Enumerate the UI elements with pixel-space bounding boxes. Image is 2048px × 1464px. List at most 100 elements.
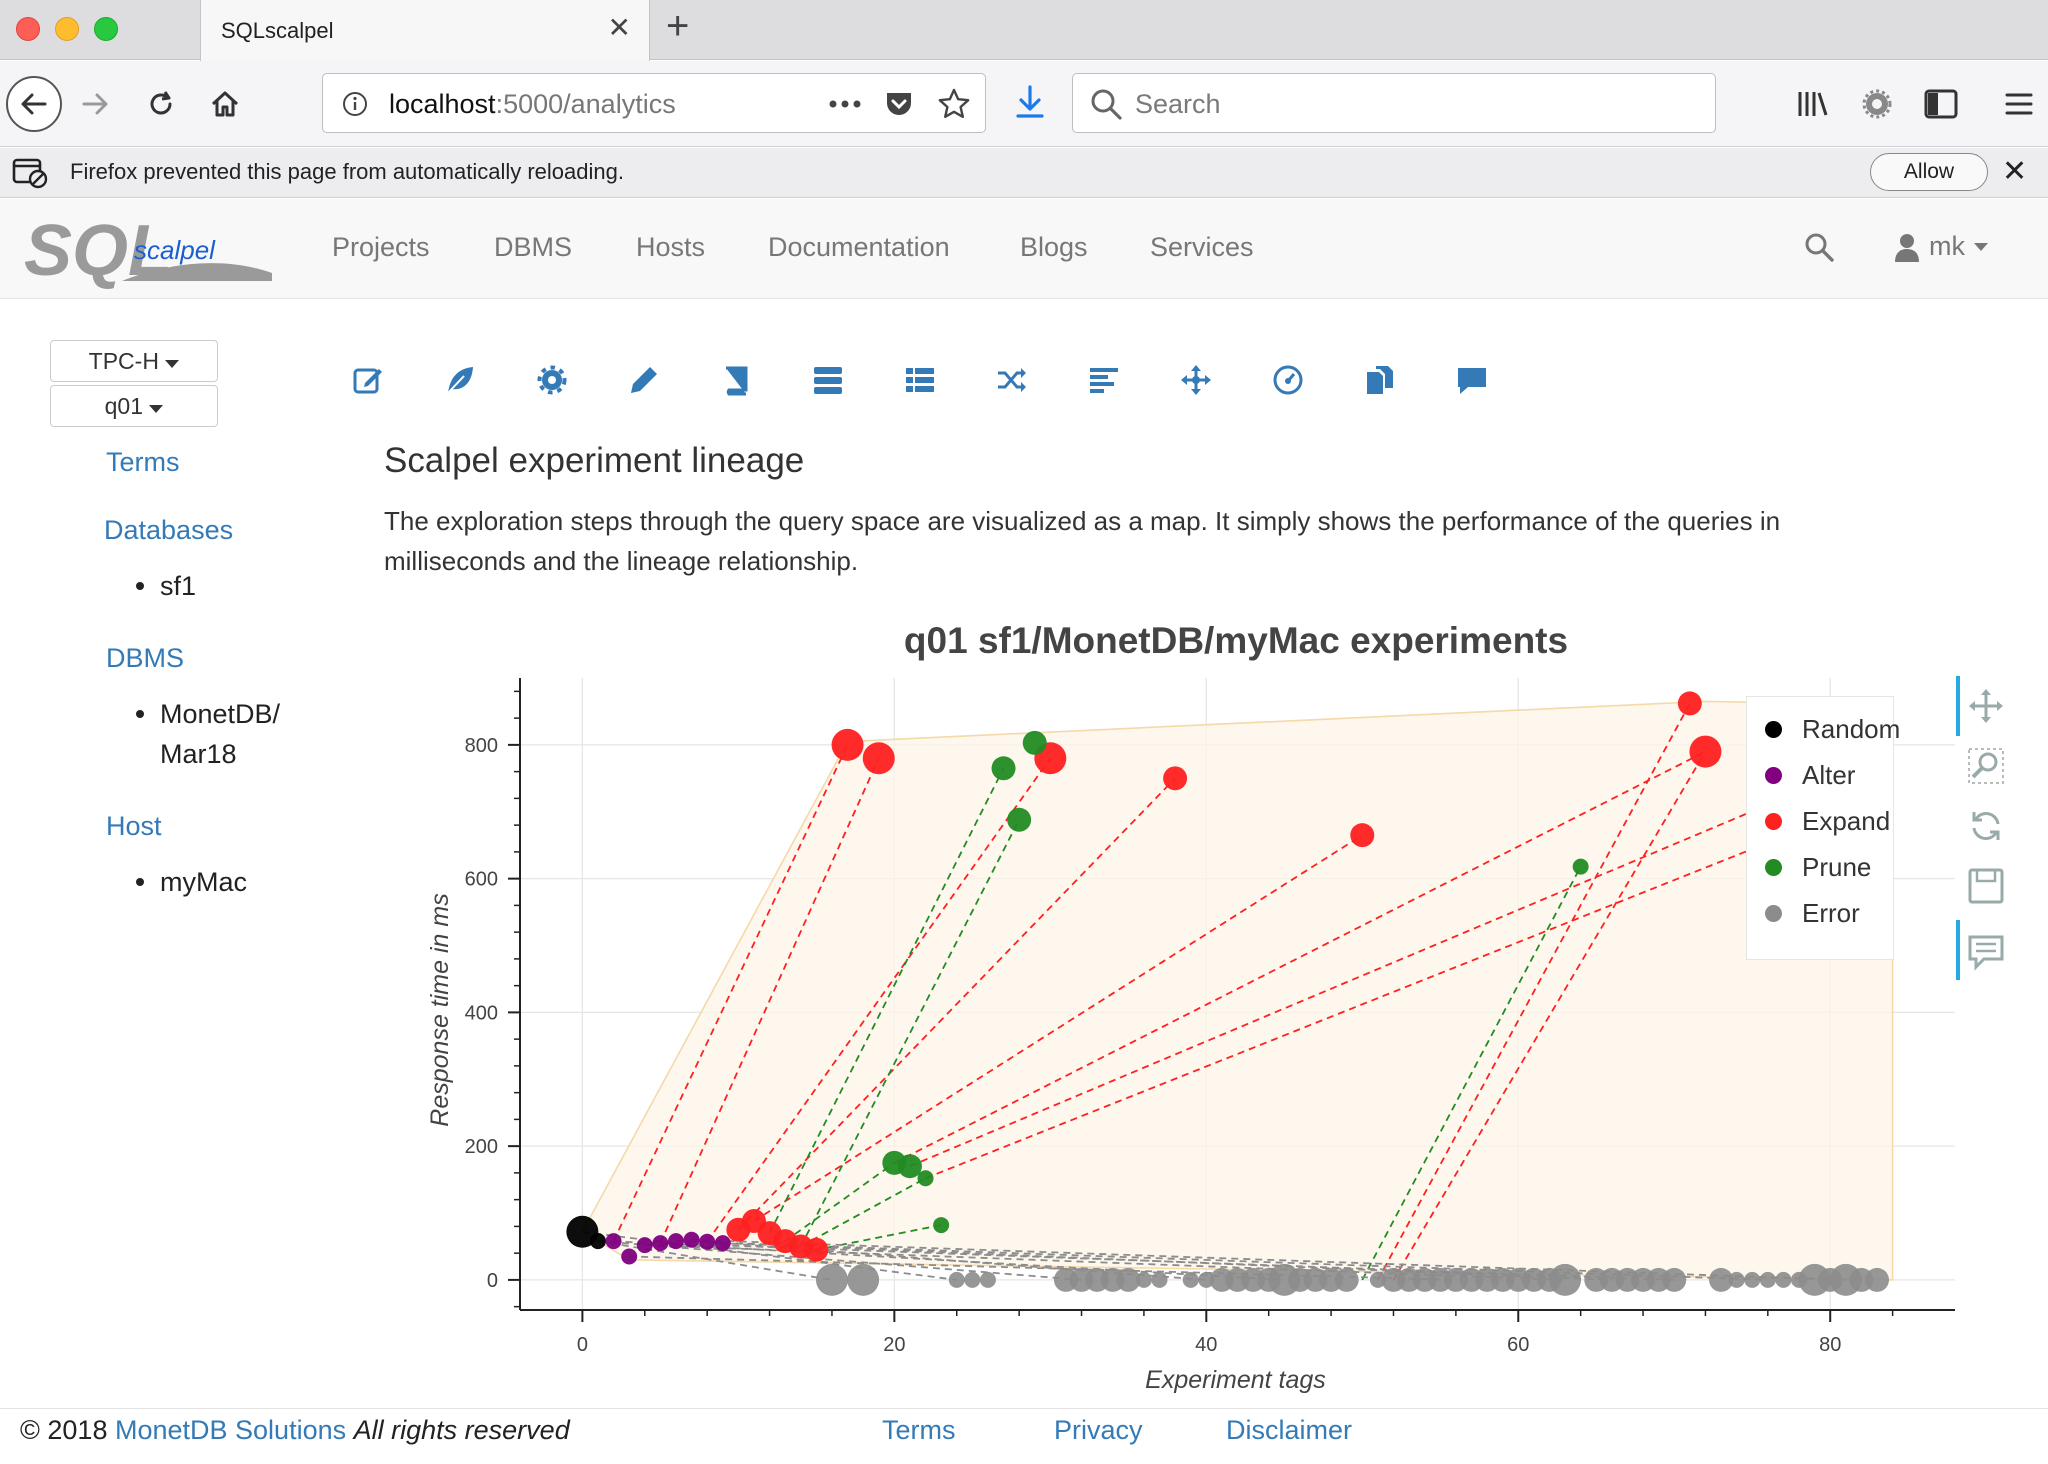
data-point-expand (804, 1237, 829, 1262)
sidebar-toggle-button[interactable] (1918, 81, 1964, 127)
info-icon[interactable] (341, 90, 369, 118)
benchmark-dropdown[interactable]: TPC-H (50, 340, 218, 382)
data-point-alter (714, 1235, 731, 1252)
lineage-line (909, 784, 1815, 1168)
dbms-item-version: Mar18 (160, 739, 237, 769)
browser-tab[interactable]: SQLscalpel ✕ (200, 0, 650, 61)
legend-item-error[interactable]: Error (1765, 895, 1860, 931)
nav-dbms[interactable]: DBMS (494, 232, 573, 262)
book-icon[interactable] (720, 364, 752, 396)
url-text[interactable]: localhost:5000/analytics (389, 89, 676, 120)
lineage-line (737, 777, 1176, 1231)
data-point-error (1549, 1263, 1582, 1296)
legend-label: Random (1802, 713, 1901, 744)
footer-terms-link[interactable]: Terms (882, 1415, 956, 1445)
pocket-icon[interactable] (883, 88, 915, 120)
lineage-line (612, 744, 849, 1242)
lineage-line (706, 757, 1052, 1243)
hover-tool-icon[interactable] (1966, 932, 2006, 972)
save-tool-icon[interactable] (1966, 866, 2006, 906)
extension-button[interactable] (1854, 81, 1900, 127)
zoom-tool-icon[interactable] (1966, 746, 2006, 786)
search-bar[interactable]: Search (1072, 73, 1716, 133)
lineage-line (925, 810, 1847, 1180)
x-tick-label: 40 (1195, 1334, 1217, 1356)
window-close-button[interactable] (16, 17, 40, 41)
lineage-line (1361, 866, 1582, 1281)
data-point-alter (683, 1231, 700, 1248)
bookmark-star-icon[interactable] (937, 87, 971, 121)
legend-swatch (1765, 858, 1782, 876)
window-minimize-button[interactable] (55, 17, 79, 41)
reload-button[interactable] (138, 81, 184, 127)
legend-item-alter[interactable]: Alter (1765, 757, 1855, 793)
data-point-expand (1163, 766, 1188, 791)
align-left-icon[interactable] (1088, 364, 1120, 396)
data-point-alter (652, 1235, 669, 1252)
data-point-error (1198, 1271, 1215, 1288)
sqlscalpel-logo[interactable]: SQL scalpel (22, 209, 274, 293)
shuffle-icon[interactable] (996, 364, 1028, 396)
gear-icon[interactable] (536, 364, 568, 396)
bullet (136, 582, 144, 590)
move-icon[interactable] (1180, 364, 1212, 396)
lineage-line (1392, 751, 1707, 1281)
pencil-icon[interactable] (628, 364, 660, 396)
legend-item-expand[interactable]: Expand (1765, 803, 1890, 839)
footer-disclaimer-link[interactable]: Disclaimer (1226, 1415, 1353, 1445)
library-button[interactable] (1790, 81, 1836, 127)
data-point-error (1135, 1271, 1152, 1288)
more-actions-icon[interactable] (827, 92, 863, 116)
window-zoom-button[interactable] (94, 17, 118, 41)
legend-item-prune[interactable]: Prune (1765, 849, 1871, 885)
lineage-line (644, 1244, 1566, 1281)
pan-tool-icon[interactable] (1966, 686, 2006, 726)
page-description: The exploration steps through the query … (384, 506, 1781, 576)
sidebar-dbms-heading[interactable]: DBMS (106, 643, 185, 673)
new-tab-button[interactable]: + (666, 4, 690, 48)
nav-blogs[interactable]: Blogs (1020, 232, 1088, 262)
copy-icon[interactable] (1364, 364, 1396, 396)
nav-documentation[interactable]: Documentation (768, 232, 950, 262)
data-point-error (1369, 1271, 1386, 1288)
sidebar-databases-heading[interactable]: Databases (104, 515, 234, 545)
forward-button[interactable] (72, 81, 118, 127)
footer-privacy-link[interactable]: Privacy (1054, 1415, 1143, 1445)
caret-down-icon (165, 360, 180, 368)
footer-brand-link[interactable]: MonetDB Solutions (114, 1415, 347, 1445)
benchmark-label: TPC-H (88, 348, 159, 374)
nav-hosts[interactable]: Hosts (636, 232, 706, 262)
leaf-icon[interactable] (444, 364, 476, 396)
data-point-error (1116, 1267, 1141, 1292)
home-button[interactable] (202, 81, 248, 127)
tasks-icon[interactable] (812, 364, 844, 396)
nav-projects[interactable]: Projects (332, 232, 430, 262)
downloads-button[interactable] (1007, 79, 1053, 125)
nav-services[interactable]: Services (1150, 232, 1254, 262)
header-search-icon[interactable] (1803, 231, 1835, 263)
dashboard-icon[interactable] (1272, 364, 1304, 396)
sidebar-host-heading[interactable]: Host (106, 811, 162, 841)
app-menu-button[interactable] (1996, 81, 2042, 127)
reset-tool-icon[interactable] (1966, 806, 2006, 846)
y-tick-label: 200 (465, 1136, 498, 1158)
legend-item-random[interactable]: Random (1765, 711, 1900, 747)
edit-icon[interactable] (352, 364, 384, 396)
url-bar[interactable]: localhost:5000/analytics (322, 73, 986, 133)
back-button[interactable] (6, 76, 62, 132)
user-menu[interactable]: mk (1893, 231, 1989, 262)
tab-close-icon[interactable]: ✕ (607, 12, 631, 43)
sidebar-terms-link[interactable]: Terms (106, 447, 180, 477)
allow-button[interactable]: Allow (1870, 153, 1988, 191)
notification-close-icon[interactable]: ✕ (2002, 155, 2028, 188)
legend-label: Alter (1802, 759, 1856, 790)
rights-text: All rights reserved (353, 1415, 570, 1445)
lineage-line (784, 1162, 895, 1242)
bullet (136, 710, 144, 718)
database-item: sf1 (160, 571, 197, 601)
dbms-item: MonetDB/ (160, 699, 281, 729)
comment-icon[interactable] (1456, 364, 1488, 396)
list-icon[interactable] (904, 364, 936, 396)
query-dropdown[interactable]: q01 (50, 385, 218, 427)
lineage-hull (581, 700, 1894, 1281)
